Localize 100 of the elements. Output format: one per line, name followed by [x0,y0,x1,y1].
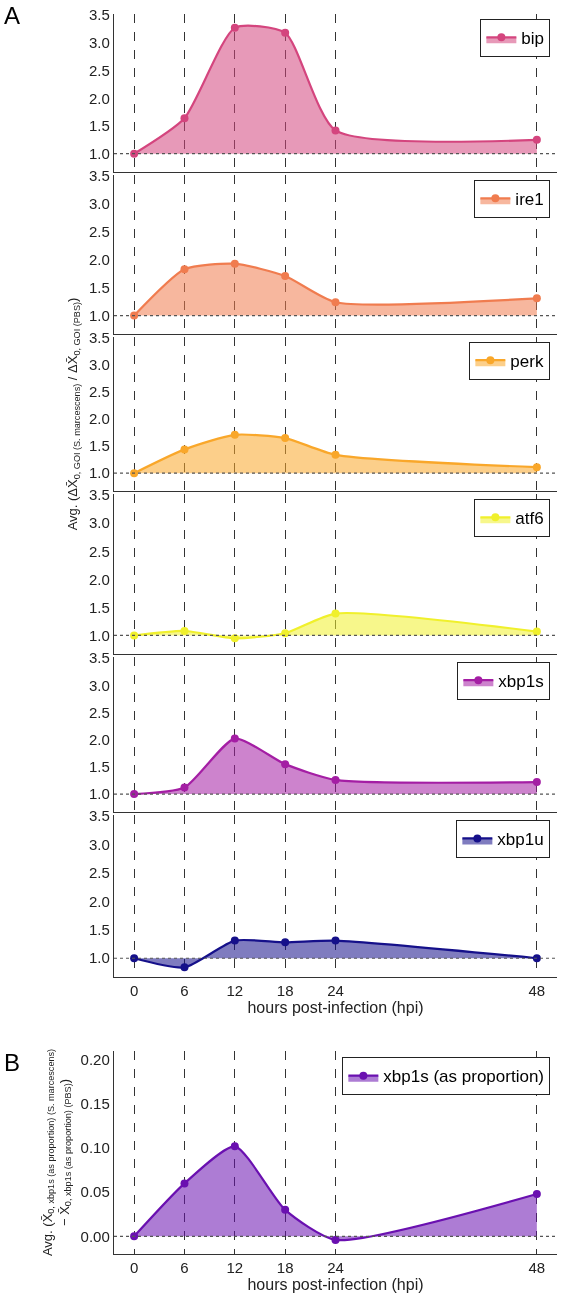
point [230,936,239,945]
x-tick-label: 12 [226,982,244,1000]
point [130,631,139,640]
point [180,626,189,635]
y-tick-label: 3.5 [88,649,110,667]
y-tick-label: 3.5 [88,807,110,825]
y-tick-label: 2.5 [88,61,110,79]
x-tick-label: 48 [528,1259,546,1277]
point [230,634,239,643]
point [180,1179,189,1188]
y-tick-label: 1.0 [88,785,110,803]
x-tick-label: 18 [276,1259,294,1277]
point [180,265,189,274]
y-tick-label: 1.0 [88,464,110,482]
y-tick-label: 3.5 [88,486,110,504]
y-tick-label: 3.0 [88,676,110,694]
point [331,1235,340,1244]
y-tick-label: 0.15 [80,1095,110,1113]
point [281,434,290,443]
y-tick-label: 0.05 [80,1183,110,1201]
text: B [4,1049,21,1076]
x-tick-label: 0 [129,1259,139,1277]
x-axis-title: hours post-infection (hpi) [247,1276,424,1294]
x-tick-label: 12 [226,1259,244,1277]
point [180,783,189,792]
point [281,28,290,37]
y-tick-label: 2.0 [88,251,110,269]
point [230,23,239,32]
legend-label: xbp1s (as proportion) [383,1067,544,1087]
point [281,1205,290,1214]
y-tick-label: 2.5 [88,542,110,560]
point [230,259,239,268]
point [281,271,290,280]
x-tick-label: 18 [276,982,294,1000]
point [532,627,541,636]
point [180,963,189,972]
legend-label: xbp1u [497,830,544,850]
y-tick-label: 1.5 [88,758,110,776]
y-tick-label: 2.5 [88,223,110,241]
x-tick-label: 48 [528,982,546,1000]
y-tick-label: 1.0 [88,949,110,967]
y-tick-label: 1.0 [88,144,110,162]
x-axis-title: hours post-infection (hpi) [247,999,424,1017]
point [130,311,139,320]
point [331,450,340,459]
legend-label: ire1 [515,189,544,209]
point [331,609,340,618]
point [331,126,340,135]
y-tick-label: 3.0 [88,34,110,52]
y-tick-label: 2.0 [88,730,110,748]
y-tick-label: 0.20 [80,1051,110,1069]
y-tick-label: 2.0 [88,89,110,107]
y-tick-label: 1.5 [88,117,110,135]
x-tick-label: 0 [129,982,139,1000]
point [130,469,139,478]
point [130,954,139,963]
y-tick-label: 0.00 [80,1227,110,1245]
y-tick-label: 1.5 [88,437,110,455]
y-tick-label: 3.5 [88,6,110,24]
y-tick-label: 3.0 [88,356,110,374]
point [532,954,541,963]
y-tick-label: 1.0 [88,306,110,324]
text: A [4,2,21,29]
x-tick-label: 6 [180,1259,189,1277]
y-tick-label: 2.5 [88,383,110,401]
y-tick-label: 1.0 [88,626,110,644]
x-tick-label: 24 [327,1259,344,1277]
y-tick-label: 0.10 [80,1139,110,1157]
x-tick-label: 24 [327,982,344,1000]
point [532,135,541,144]
y-tick-label: 1.5 [88,278,110,296]
point [532,294,541,303]
y-tick-label: 3.0 [88,195,110,213]
point [281,938,290,947]
legend-label: atf6 [515,508,544,528]
legend-label: perk [510,351,544,371]
y-tick-label: 2.5 [88,864,110,882]
y-tick-label: 3.5 [88,167,110,185]
legend-label: xbp1s [498,671,544,691]
y-tick-label: 1.5 [88,921,110,939]
point [180,445,189,454]
point [130,1232,139,1241]
point [230,1142,239,1151]
point [331,298,340,307]
y-tick-label: 3.0 [88,514,110,532]
point [180,114,189,123]
y-tick-label: 1.5 [88,598,110,616]
point [532,778,541,787]
y-tick-label: 2.0 [88,892,110,910]
point [331,775,340,784]
y-tick-label: 2.5 [88,703,110,721]
point [230,734,239,743]
point [532,1189,541,1198]
y-tick-label: 2.0 [88,410,110,428]
y-tick-label: 3.5 [88,329,110,347]
y-tick-label: 3.0 [88,835,110,853]
point [281,629,290,638]
point [331,936,340,945]
point [532,463,541,472]
point [130,149,139,158]
